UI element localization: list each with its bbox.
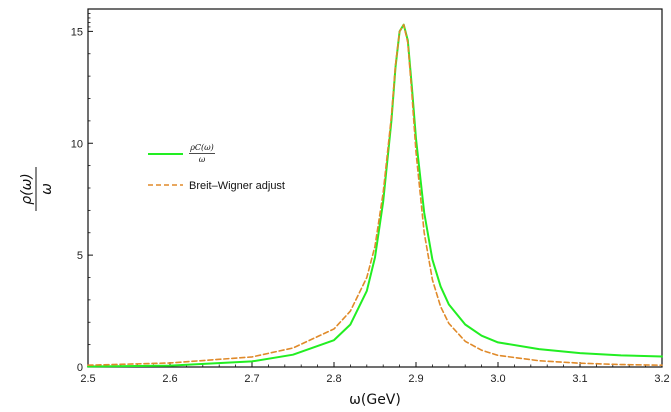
y-tick-label: 5	[77, 250, 83, 262]
y-tick-label: 10	[71, 138, 83, 150]
y-axis-label-denominator: ω	[39, 183, 55, 195]
series-line-1	[87, 23, 663, 368]
x-axis-label: ω(GeV)	[349, 392, 401, 408]
legend-label-series-2: Breit–Wigner adjust	[189, 180, 285, 192]
y-axis-label: ρ(ω) ω	[19, 167, 55, 211]
series-line-2	[87, 23, 663, 367]
ticks-group: 2.5 2.6 2.7 2.8 2.9 3.0 3.1 3.2 0 5 10 15	[71, 13, 670, 385]
x-tick-label: 2.6	[162, 373, 177, 385]
x-tick-label: 3.0	[490, 373, 505, 385]
x-tick-label: 3.2	[654, 373, 669, 385]
x-tick-label: 2.7	[244, 373, 259, 385]
x-tick-label: 2.5	[80, 373, 95, 385]
legend: ρC(ω) ω Breit–Wigner adjust	[148, 143, 285, 192]
y-axis-label-numerator: ρ(ω)	[19, 173, 35, 205]
x-tick-label: 2.8	[326, 373, 341, 385]
plot-frame	[87, 8, 663, 368]
x-tick-label: 3.1	[572, 373, 587, 385]
x-tick-label: 2.9	[408, 373, 423, 385]
legend-label-series-1-numerator: ρC(ω)	[189, 143, 214, 152]
y-tick-label: 15	[71, 26, 83, 38]
legend-label-series-1-denominator: ω	[199, 155, 206, 164]
y-tick-label: 0	[77, 362, 83, 374]
series-group	[87, 23, 663, 368]
